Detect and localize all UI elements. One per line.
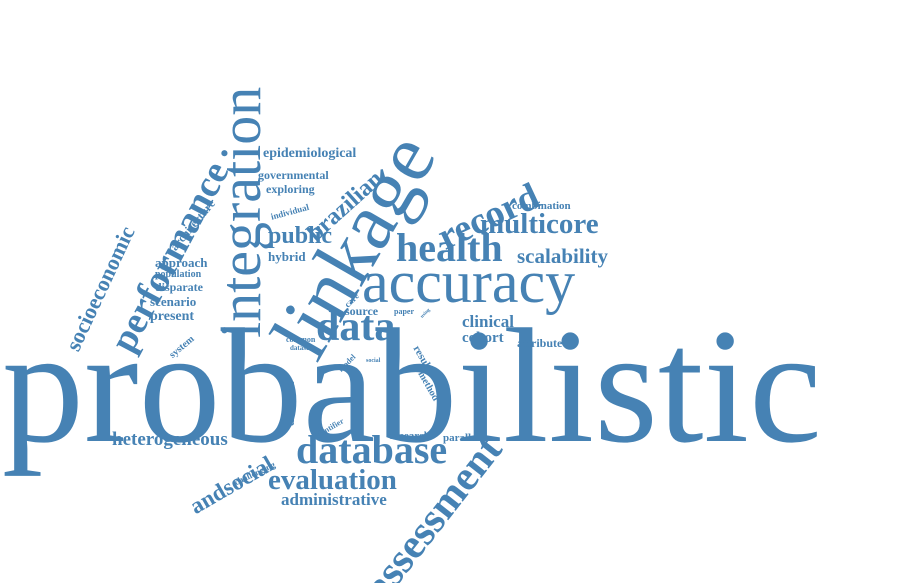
word-clinical: clinical [462,312,514,331]
word-evaluation: evaluation [268,464,397,496]
word-integration: integration [208,86,273,338]
word-heterogeneous: heterogeneous [112,429,228,450]
word-administrative: administrative [281,490,387,509]
word-accuracy: accuracy [362,249,576,315]
word-exploring: exploring [266,182,315,196]
word-epidemiological: epidemiological [263,146,357,161]
word-social: social [366,358,381,364]
word-different: different [283,381,297,426]
word-paper: paper [394,307,414,316]
word-hybrid: hybrid [268,249,306,264]
word-scenario: scenario [150,294,197,309]
word-combination: combination [512,200,571,212]
word-dataset: dataset [290,344,312,352]
word-common: common [286,335,316,344]
word-multicore: multicore [480,208,599,240]
word-population: population [155,269,202,280]
word-present: present [150,309,195,324]
word-data: data [316,304,396,350]
word-scalability: scalability [517,244,609,268]
word-attribute: attribute [517,336,563,350]
word-health: health [396,225,503,270]
word-probabilistic: probabilistic [2,296,822,477]
word-source: source [345,304,379,318]
word-public: public [268,223,333,249]
word-research: research [390,430,430,442]
word-individual: individual [269,201,311,222]
word-cohort: cohort [462,330,504,346]
word-parallel: parallel [443,432,480,444]
word-approach: approach [155,255,208,270]
word-disparate: disparate [155,280,203,294]
word-database: database [296,427,448,472]
word-governmental: governmental [258,168,329,182]
